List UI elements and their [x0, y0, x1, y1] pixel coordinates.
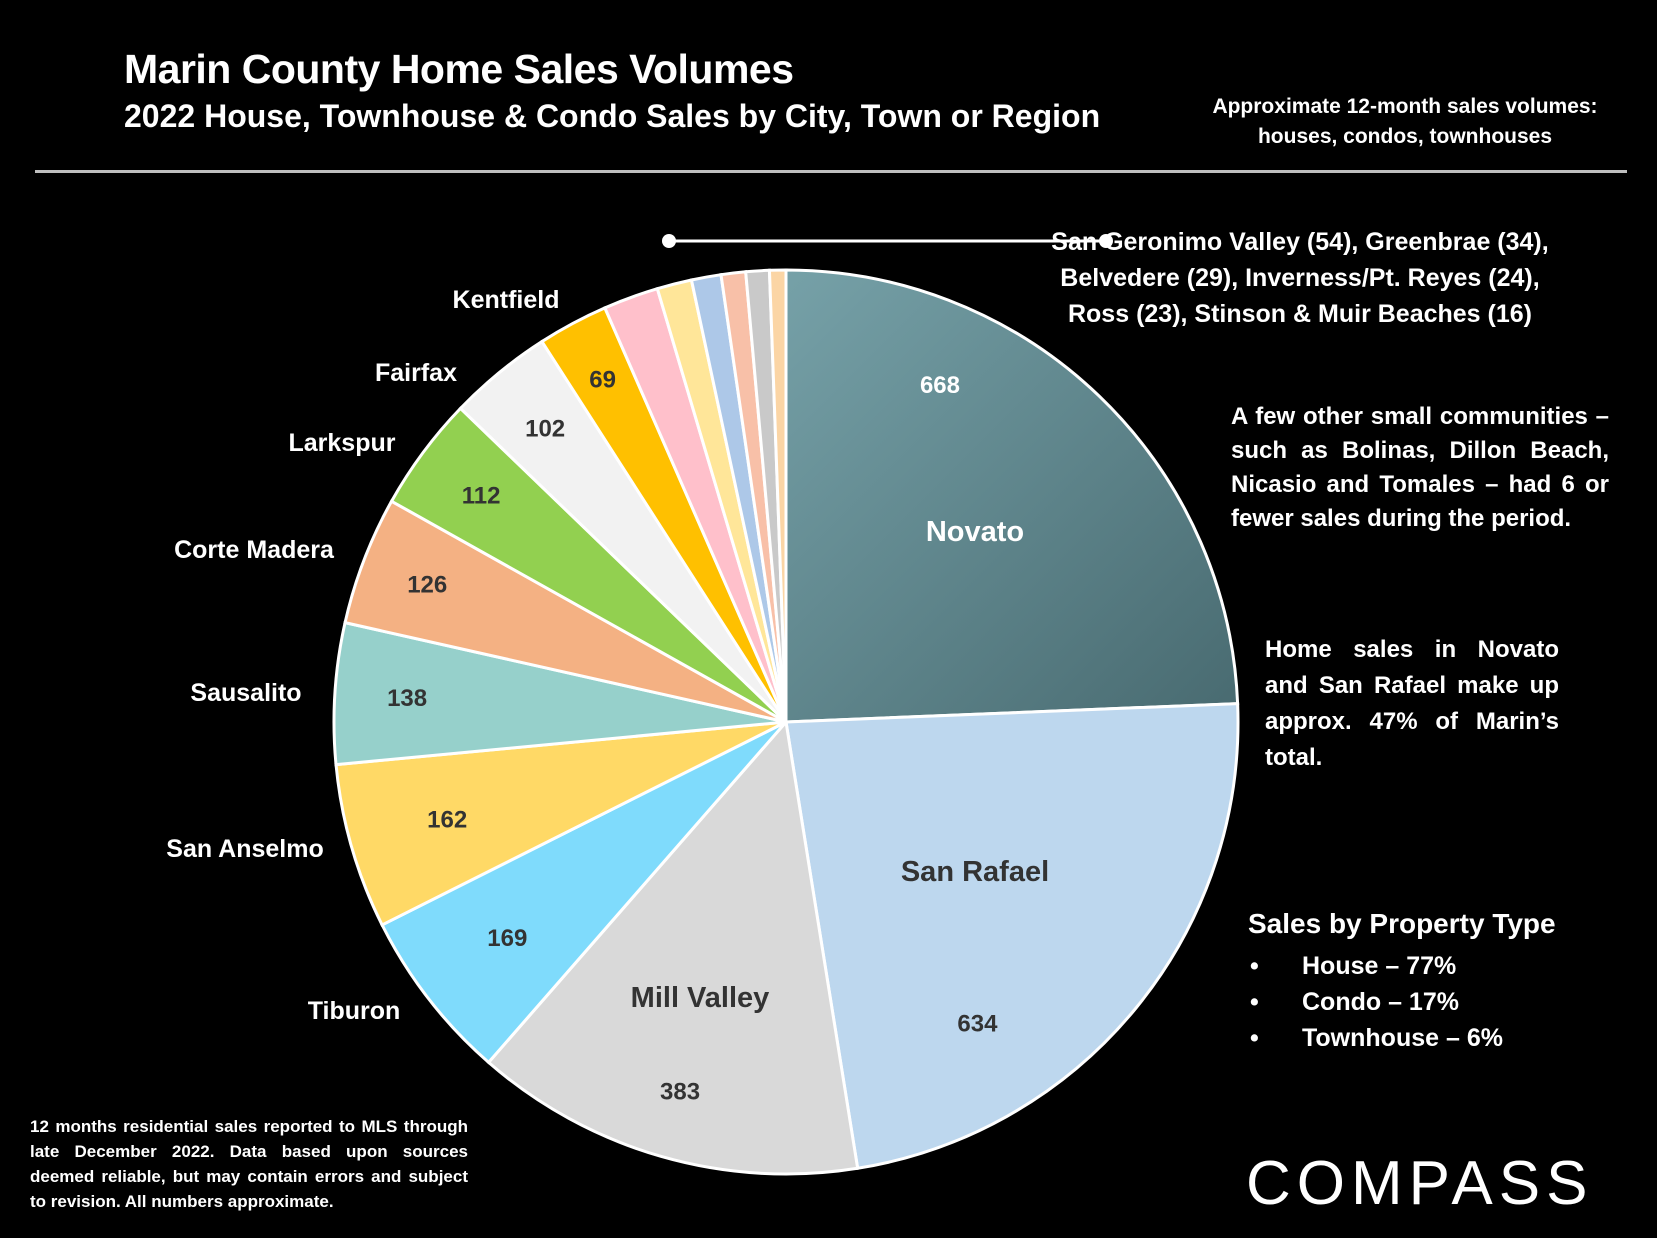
slice-name-label: Tiburon [308, 997, 401, 1025]
slice-value-label: 383 [660, 1078, 700, 1105]
slice-name-label: Mill Valley [631, 982, 770, 1014]
footnote: 12 months residential sales reported to … [30, 1117, 468, 1211]
pie-slice-tiburon [380, 720, 788, 1065]
slice-name-label: Sausalito [190, 679, 301, 707]
slice-name-label: Larkspur [289, 429, 396, 457]
pie-slice-san-anselmo [334, 720, 787, 927]
pie-slice-san-rafael [784, 702, 1240, 1170]
pie-slice-mill-valley [486, 718, 860, 1176]
property-type-box: Sales by Property Type House – 77% Condo… [1248, 908, 1628, 1056]
leader-dot [1099, 234, 1113, 248]
slice-name-label: Kentfield [453, 286, 560, 314]
slice-name-label: Novato [926, 516, 1024, 548]
leader-dot [662, 234, 676, 248]
slice-value-label: 112 [462, 483, 501, 510]
property-type-item: Townhouse – 6% [1248, 1020, 1628, 1056]
slice-value-label: 169 [487, 925, 527, 952]
slice-name-label: Corte Madera [174, 536, 335, 564]
pie-slice-sausalito [332, 620, 787, 767]
property-type-item: House – 77% [1248, 948, 1628, 984]
slice-value-label: 162 [427, 806, 467, 833]
compass-logo: COMPASS [1246, 1149, 1594, 1218]
slice-value-label: 634 [957, 1010, 998, 1037]
small-group-leader [662, 234, 1113, 248]
pie-slices [332, 268, 1240, 1176]
header-divider [35, 170, 1627, 173]
pie-slice-stinson-muir-beaches [767, 268, 788, 723]
property-type-title: Sales by Property Type [1248, 908, 1556, 939]
slice-value-label: 102 [525, 415, 565, 442]
slice-value-label: 668 [920, 372, 960, 399]
slice-name-label: Fairfax [375, 359, 457, 387]
pie-slice-novato [784, 268, 1240, 724]
slice-value-label: 69 [589, 366, 616, 393]
property-type-item: Condo – 17% [1248, 984, 1628, 1020]
side-note: Approximate 12-month sales volumes: hous… [1212, 95, 1598, 148]
property-type-list: House – 77% Condo – 17% Townhouse – 6% [1248, 948, 1628, 1056]
small-group-label: San Geronimo Valley (54), Greenbrae (34)… [1051, 228, 1549, 328]
chart-subtitle: 2022 House, Townhouse & Condo Sales by C… [124, 98, 1101, 134]
slice-name-label: San Anselmo [166, 835, 323, 863]
small-communities-note: A few other small communities – such as … [1231, 403, 1609, 532]
chart-title: Marin County Home Sales Volumes [124, 46, 794, 92]
novato-san-rafael-note: Home sales in Novato and San Rafael make… [1265, 636, 1559, 771]
pie-labels: 668 Novato 634 San Rafael 383 Mill Valley 169 T… [166, 286, 1049, 1105]
slice-value-label: 138 [387, 685, 427, 712]
slice-name-label: San Rafael [901, 856, 1049, 888]
slice-value-label: 126 [407, 572, 447, 599]
